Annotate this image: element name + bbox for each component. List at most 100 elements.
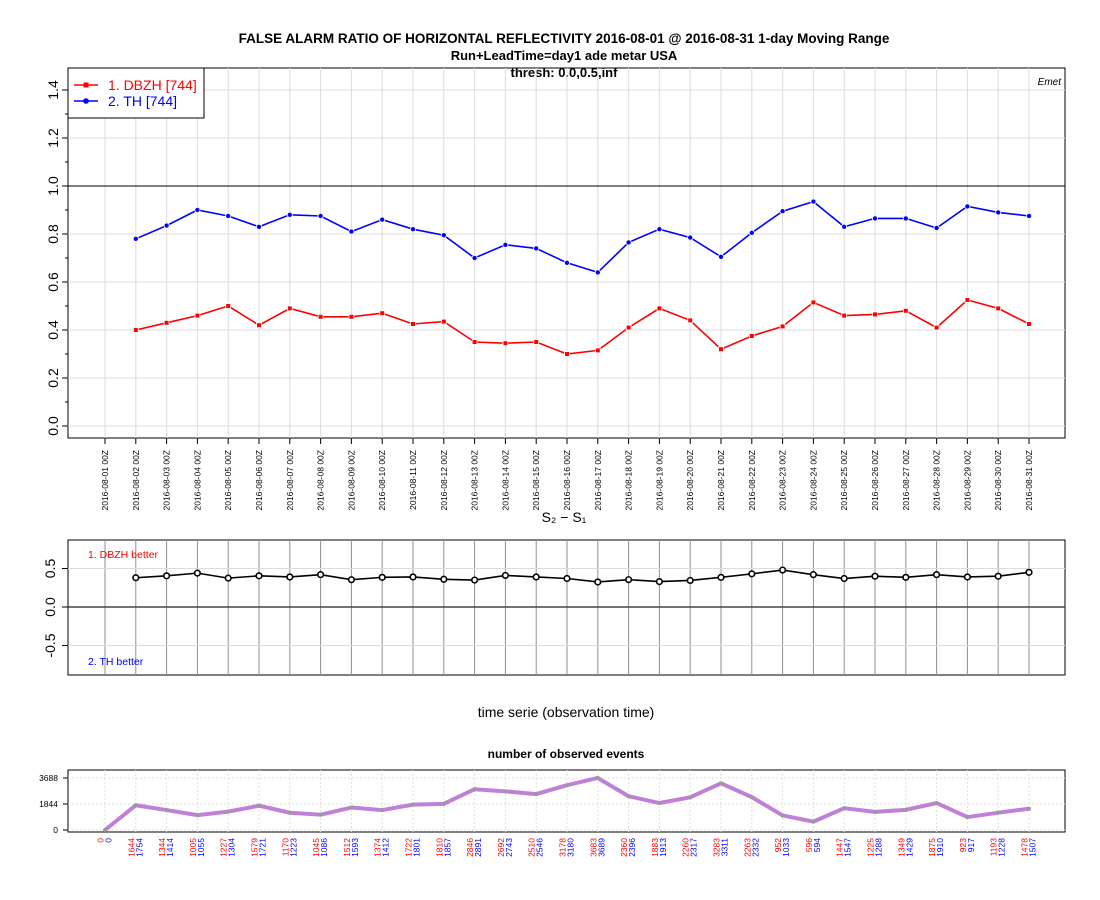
data-point (965, 815, 970, 820)
event-count-label: 1913 (658, 838, 668, 857)
data-point (163, 222, 170, 229)
event-count-label: 1547 (843, 838, 853, 857)
better-label-bottom: 2. TH better (88, 656, 144, 668)
event-count-label: 1374 (373, 838, 383, 857)
data-point (563, 574, 571, 583)
difference-plot: S₂ − S₁ -0.5 0.0 0.5 1. DBZH better 2. TH bet… (42, 509, 1066, 720)
data-point (809, 571, 818, 579)
data-point (686, 576, 694, 585)
series-line (135, 299, 1030, 355)
x-tick-label: 2016-08-16 00Z (562, 450, 572, 511)
data-point (379, 310, 385, 316)
data-point (964, 297, 971, 303)
y-tick-label: 0.4 (45, 320, 61, 340)
data-point (1027, 806, 1031, 811)
x-tick-label: 2016-08-22 00Z (747, 450, 757, 511)
data-point (471, 339, 478, 345)
event-count-label: 1304 (227, 838, 237, 857)
event-count-label: 2263 (742, 838, 752, 857)
event-count-label: 2396 (627, 838, 637, 857)
x-tick-label: 2016-08-24 00Z (808, 450, 818, 511)
y-tick-label: -0.5 (42, 633, 58, 657)
data-point (379, 216, 386, 223)
event-count-label: 1801 (412, 838, 422, 857)
event-count-label: 1412 (381, 838, 391, 857)
x-tick-label: 2016-08-07 00Z (285, 450, 295, 511)
data-point (778, 566, 787, 574)
event-count-label: 2846 (465, 838, 475, 857)
data-point (410, 321, 416, 327)
data-point (718, 346, 724, 352)
x-tick-label: 2016-08-28 00Z (932, 450, 942, 511)
data-point (441, 801, 446, 806)
y-tick-label: 1.0 (45, 176, 61, 196)
data-point (902, 573, 910, 581)
data-point (841, 312, 847, 319)
data-point (996, 810, 1001, 815)
data-point (594, 578, 602, 586)
data-point (287, 810, 292, 815)
event-count-label: 594 (812, 838, 822, 852)
data-point (1026, 321, 1032, 327)
data-point (903, 307, 909, 314)
data-point (687, 234, 694, 241)
data-point (872, 311, 878, 318)
event-count-label: 1349 (896, 838, 906, 857)
data-point (163, 572, 171, 580)
data-point (749, 795, 754, 800)
data-point (565, 783, 569, 788)
y-tick-label: 1844 (39, 799, 58, 809)
event-count-label: 1288 (874, 838, 884, 857)
x-tick-label: 2016-08-25 00Z (839, 450, 849, 511)
chart-title: FALSE ALARM RATIO OF HORIZONTAL REFLECTI… (239, 31, 890, 46)
data-point (257, 803, 261, 808)
event-count-label: 1344 (157, 838, 167, 857)
y-tick-label: 3688 (39, 773, 58, 783)
data-point (532, 573, 540, 581)
data-point (380, 808, 385, 813)
data-point (810, 299, 817, 306)
data-point (933, 324, 940, 331)
data-point (225, 212, 232, 219)
data-point (1025, 568, 1033, 576)
data-point (994, 572, 1002, 580)
event-count-label: 1722 (404, 838, 414, 857)
event-count-label: 1227 (219, 838, 229, 857)
x-tick-label: 2016-08-11 00Z (408, 450, 418, 510)
event-count-label: 1754 (134, 838, 144, 857)
event-count-label: 1005 (188, 838, 198, 857)
data-point (842, 806, 847, 811)
x-tick-label: 2016-08-03 00Z (162, 450, 172, 511)
data-point (440, 318, 447, 325)
data-point (440, 232, 447, 239)
data-point (533, 339, 539, 345)
data-point (963, 573, 972, 581)
x-tick-label: 2016-08-09 00Z (346, 450, 356, 511)
x-tick-label: 2016-08-19 00Z (654, 450, 664, 511)
x-tick-label: 2016-08-17 00Z (593, 450, 603, 511)
x-tick-label: 2016-08-04 00Z (192, 450, 202, 511)
data-point (903, 807, 908, 812)
event-count-label: 1228 (997, 838, 1007, 857)
event-count-label: 1644 (126, 838, 136, 857)
data-point (502, 241, 509, 248)
event-count-label: 923 (958, 838, 968, 852)
event-count-label: 952 (773, 838, 783, 852)
data-point (779, 323, 786, 330)
data-point (255, 223, 262, 230)
y-tick-label: 0.0 (45, 416, 61, 436)
x-tick-label: 2016-08-30 00Z (993, 450, 1003, 511)
data-point (194, 206, 201, 213)
data-point (564, 259, 571, 266)
event-count-label: 1910 (935, 838, 945, 857)
difference-title: S₂ − S₁ (542, 509, 587, 525)
data-point (719, 781, 723, 786)
event-count-label: 1429 (904, 838, 914, 857)
legend-label: 1. DBZH [744] (108, 77, 197, 93)
data-point (502, 340, 509, 346)
y-tick-label: 0.2 (45, 368, 61, 388)
data-point (163, 319, 170, 326)
event-count-label: 2891 (473, 838, 483, 857)
x-tick-label: 2016-08-20 00Z (685, 450, 695, 511)
x-tick-label: 2016-08-05 00Z (223, 450, 233, 511)
